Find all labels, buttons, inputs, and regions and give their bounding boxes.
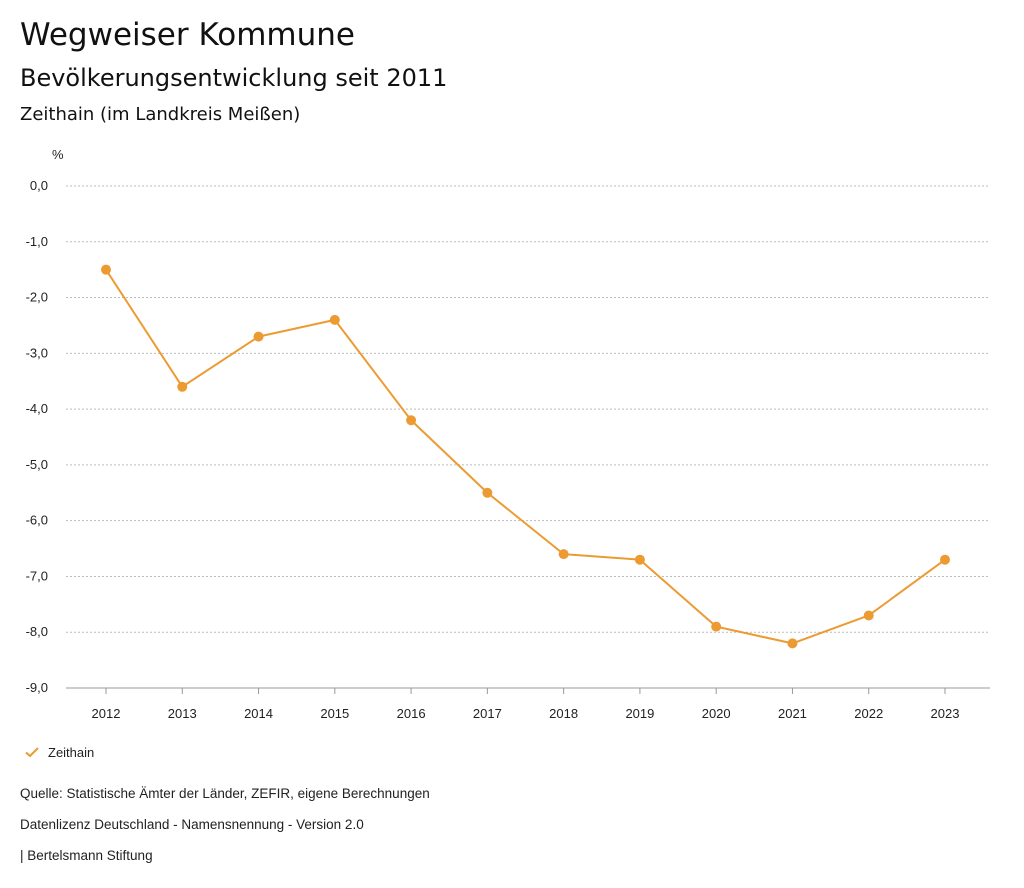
x-tick-label: 2019 [625, 706, 654, 721]
line-chart: % 0,0 -1,0 -2,0 -3,0 -4,0 -5,0 -6,0 -7,0 -8,0 -9,… [26, 147, 990, 721]
x-tick-label: 2012 [92, 706, 121, 721]
x-tick-label: 2020 [702, 706, 731, 721]
y-tick-label: -1,0 [26, 234, 48, 249]
data-point-2021[interactable] [787, 638, 798, 649]
chart-subtitle: Bevölkerungsentwicklung seit 2011 [20, 64, 448, 92]
series-line [105, 269, 946, 645]
gridlines [66, 185, 990, 689]
x-tick-label: 2018 [549, 706, 578, 721]
series-zeithain [101, 264, 950, 649]
x-tick-label: 2015 [320, 706, 349, 721]
y-tick-label: 0,0 [30, 178, 48, 193]
data-point-2018[interactable] [558, 549, 569, 560]
y-tick-label: -8,0 [26, 624, 48, 639]
source-note: Quelle: Statistische Ämter der Länder, Z… [20, 786, 430, 801]
data-point-2019[interactable] [634, 554, 645, 565]
x-tick-label: 2023 [931, 706, 960, 721]
y-axis-unit-label: % [52, 147, 64, 162]
license-note: Datenlizenz Deutschland - Namensnennung … [20, 817, 364, 832]
x-tick-label: 2017 [473, 706, 502, 721]
data-point-2014[interactable] [253, 331, 264, 342]
x-tick-label: 2013 [168, 706, 197, 721]
legend[interactable]: Zeithain [24, 744, 94, 760]
y-tick-label: -9,0 [26, 680, 48, 695]
publisher-note: | Bertelsmann Stiftung [20, 848, 153, 863]
legend-label-zeithain: Zeithain [48, 744, 95, 760]
data-point-2015[interactable] [329, 314, 340, 325]
x-axis-ticks: 2012 2013 2014 2015 2016 2017 2018 2019 2020 2021… [92, 688, 960, 721]
x-tick-label: 2014 [244, 706, 273, 721]
y-tick-label: -4,0 [26, 401, 48, 416]
data-point-2017[interactable] [482, 487, 493, 498]
region-label: Zeithain (im Landkreis Meißen) [20, 104, 301, 125]
x-tick-label: 2022 [854, 706, 883, 721]
data-point-2022[interactable] [863, 610, 874, 621]
check-icon [25, 747, 39, 758]
data-point-2023[interactable] [940, 554, 950, 565]
data-point-2016[interactable] [406, 415, 417, 426]
y-tick-label: -7,0 [26, 568, 48, 583]
x-tick-label: 2021 [778, 706, 807, 721]
y-tick-label: -3,0 [26, 345, 48, 360]
y-axis-ticks: 0,0 -1,0 -2,0 -3,0 -4,0 -5,0 -6,0 -7,0 -8,0 -9,0 [26, 178, 48, 695]
y-tick-label: -5,0 [26, 457, 48, 472]
x-tick-label: 2016 [397, 706, 426, 721]
page-title: Wegweiser Kommune [20, 17, 355, 53]
y-tick-label: -6,0 [26, 513, 48, 528]
data-point-2012[interactable] [101, 264, 111, 275]
data-point-2020[interactable] [711, 621, 722, 632]
data-point-2013[interactable] [177, 381, 188, 392]
y-tick-label: -2,0 [26, 290, 48, 305]
